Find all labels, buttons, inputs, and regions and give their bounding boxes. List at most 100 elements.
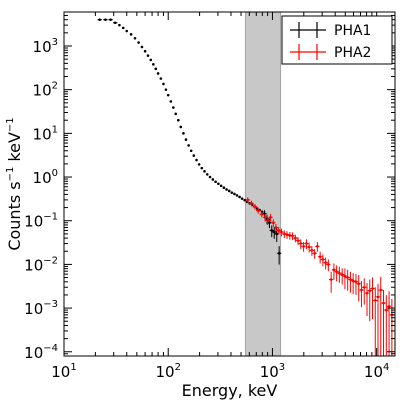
y-axis-title-exp-2: −1: [5, 117, 16, 132]
data-point: [299, 242, 303, 245]
data-point: [211, 178, 215, 181]
data-point: [177, 118, 180, 122]
data-point: [329, 278, 333, 281]
legend-box: [281, 15, 393, 65]
data-point: [227, 189, 231, 193]
x-tick-label: 104: [364, 362, 389, 381]
data-point: [143, 49, 147, 53]
legend-entry-PHA2: PHA2: [290, 44, 371, 61]
data-point: [373, 299, 377, 302]
data-point: [121, 26, 125, 30]
data-point: [156, 72, 160, 75]
y-tick-label-exp: −3: [43, 299, 58, 310]
y-tick-label: 101: [33, 124, 58, 143]
y-tick-label-exp: 1: [52, 124, 58, 135]
data-point: [285, 233, 289, 236]
data-point: [324, 261, 327, 264]
y-tick-label: 10−4: [24, 343, 58, 362]
data-point: [272, 230, 276, 234]
data-point: [253, 205, 257, 208]
data-point: [376, 295, 380, 299]
data-point: [179, 125, 183, 129]
data-point: [277, 251, 281, 255]
data-point: [385, 308, 388, 312]
y-tick-label-base: 10: [24, 213, 43, 231]
shaded-band-layer: [244, 11, 282, 357]
y-axis-title-exp-1: −1: [5, 167, 16, 182]
data-point: [291, 234, 294, 238]
data-point: [316, 244, 319, 248]
x-tick-label: 103: [260, 362, 285, 381]
x-tick-label-base: 10: [260, 363, 279, 381]
data-point: [263, 215, 267, 219]
data-point: [343, 274, 347, 278]
data-point: [256, 209, 260, 212]
data-point: [269, 215, 272, 219]
data-point: [184, 138, 188, 141]
tick-layer: [63, 11, 395, 357]
data-point: [272, 221, 275, 225]
data-point: [113, 21, 117, 25]
data-point: [222, 186, 226, 190]
data-point: [195, 158, 198, 162]
data-point: [219, 184, 223, 188]
y-axis-title: Counts s−1 keV−1: [5, 117, 24, 250]
data-point: [346, 276, 349, 279]
y-tick-label-base: 10: [24, 344, 43, 362]
data-point: [200, 166, 204, 170]
y-tick-label-exp: 0: [52, 168, 58, 179]
data-point: [318, 255, 322, 259]
data-point: [335, 270, 338, 274]
y-tick-label-base: 10: [24, 256, 43, 274]
y-tick-label-exp: 2: [52, 81, 58, 92]
y-tick-label-base: 10: [33, 38, 52, 56]
data-point: [243, 198, 247, 202]
data-point: [274, 226, 278, 229]
data-point: [387, 304, 391, 308]
data-point: [233, 192, 236, 196]
data-point: [280, 230, 283, 234]
data-point: [382, 301, 385, 305]
data-point: [125, 29, 129, 33]
data-point: [307, 245, 311, 249]
data-point: [104, 18, 107, 21]
data-point: [275, 232, 279, 236]
y-tick-label-base: 10: [33, 169, 52, 187]
data-point: [164, 88, 168, 91]
data-point: [214, 180, 217, 184]
data-point: [268, 221, 271, 225]
data-point: [98, 18, 101, 21]
x-tick-label-base: 10: [364, 363, 383, 381]
y-tick-label: 10−1: [24, 212, 58, 231]
data-point: [162, 82, 165, 86]
y-tick-label-base: 10: [24, 300, 43, 318]
data-point: [250, 202, 253, 205]
legend-label: PHA1: [334, 23, 371, 39]
y-tick-label-exp: −1: [43, 212, 58, 223]
y-tick-label: 10−2: [24, 255, 58, 274]
data-point: [174, 112, 178, 116]
data-point: [246, 198, 250, 202]
x-tick-label-exp: 1: [70, 362, 76, 373]
data-point: [235, 194, 239, 197]
data-point: [368, 289, 372, 293]
data-point: [109, 18, 112, 21]
data-point: [349, 278, 352, 281]
data-point: [294, 236, 297, 240]
data-point: [140, 45, 144, 49]
data-point: [270, 229, 274, 232]
y-tick-label-exp: −2: [43, 255, 58, 266]
x-tick-label-exp: 3: [279, 362, 285, 373]
data-point: [189, 149, 193, 153]
data-point: [230, 191, 234, 194]
data-point: [371, 287, 374, 290]
data-point: [277, 229, 281, 232]
data-point: [240, 197, 244, 200]
data-point: [327, 263, 330, 266]
data-point: [182, 132, 185, 135]
data-point: [208, 175, 212, 179]
data-point: [149, 58, 153, 62]
data-point: [152, 63, 155, 66]
